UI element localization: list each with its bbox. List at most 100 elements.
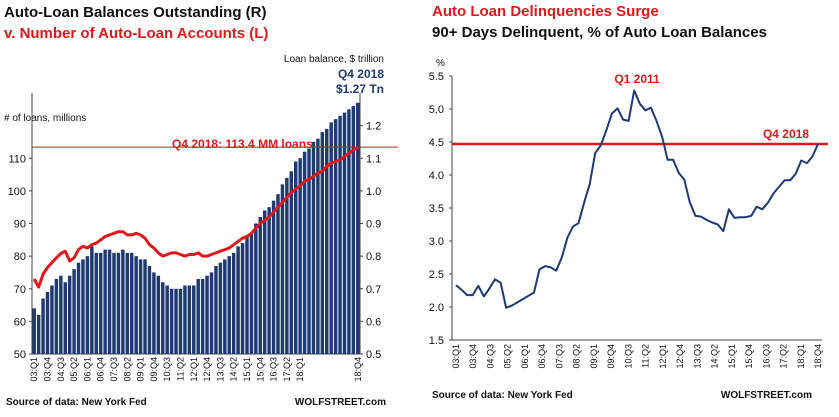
right-x-tick-label: 05:Q2 (503, 344, 513, 369)
left-x-tick-label: 15:Q1 (242, 357, 252, 382)
left-x-tick-label: 03:Q4 (43, 357, 53, 382)
balance-bar (32, 308, 36, 354)
left-x-tick-label: 10:Q3 (162, 357, 172, 382)
balance-bar (351, 106, 356, 354)
balance-bar (245, 236, 249, 354)
balance-bar (205, 275, 209, 354)
balance-bar (329, 122, 333, 354)
balance-bar (121, 249, 125, 354)
right-tick-label: 0.8 (366, 251, 381, 263)
balance-bar (267, 207, 271, 354)
balance-bar (209, 272, 214, 354)
left-watermark: WOLFSTREET.com (295, 397, 386, 408)
left-x-tick-label: 11:Q2 (175, 357, 185, 381)
left-tick-label: 80 (14, 251, 26, 263)
left-chart-subtitle: v. Number of Auto-Loan Accounts (L) (4, 25, 268, 42)
balance-bar (227, 256, 231, 354)
left-tick-label: 100 (8, 186, 26, 198)
right-chart-tick-label: 5.0 (429, 104, 444, 116)
reference-line-label: Q4 2018: 113.4 MM loans (172, 137, 313, 151)
left-x-tick-label: 08:Q2 (122, 357, 132, 382)
right-x-tick-label: 15:Q4 (744, 344, 754, 369)
balance-bar (156, 275, 161, 354)
balance-bar (285, 177, 289, 354)
balance-bar (240, 243, 245, 354)
left-tick-label: 50 (14, 349, 26, 361)
left-tick-label: 90 (14, 219, 26, 231)
right-tick-label: 0.5 (366, 349, 381, 361)
balance-bar (125, 252, 130, 354)
balance-bar (289, 171, 294, 354)
balance-bar (67, 275, 72, 354)
left-plot-area: 50 60 70 80 90 100 110 0.5 0.6 0.7 0.8 0.9 1.0 1.1 1.2… (8, 93, 398, 382)
balance-bar (134, 256, 138, 354)
right-chart-tick-label: 1.5 (429, 335, 444, 347)
right-x-tick-label: 10:Q3 (623, 344, 633, 369)
right-tick-label: 0.9 (366, 219, 381, 231)
delinquency-line (455, 89, 819, 309)
balance-bar (254, 223, 258, 354)
right-chart-tick-label: 3.0 (429, 236, 444, 248)
balance-bar (196, 278, 200, 354)
right-x-tick-label: 13:Q3 (692, 344, 702, 369)
balance-bar (41, 298, 45, 354)
right-chart-tick-label: 4.5 (429, 137, 444, 149)
peak-label: Q1 2011 (614, 72, 660, 86)
balance-bar (316, 138, 320, 354)
left-x-tick-label: 06:Q1 (82, 357, 92, 382)
balance-bar (192, 285, 196, 354)
right-tick-label: 1.2 (366, 121, 381, 133)
left-x-tick-label: 18:Q4 (353, 357, 363, 382)
balance-bar (183, 285, 187, 354)
left-x-tick-label: 04:Q3 (56, 357, 66, 382)
balance-bar (325, 128, 329, 354)
right-x-tick-label: 14:Q2 (710, 344, 720, 369)
right-chart-title: Auto Loan Delinquencies Surge (432, 3, 659, 20)
balance-bar (85, 256, 90, 354)
left-x-tick-label: 12:Q1 (189, 357, 199, 382)
balance-bar (338, 115, 342, 355)
right-chart-tick-label: 3.5 (429, 203, 444, 215)
right-x-tick-label: 06:Q1 (520, 344, 530, 369)
balance-bar (223, 259, 227, 354)
balance-callout-period: Q4 2018 (338, 67, 384, 81)
right-x-tick-label: 03:Q1 (451, 344, 461, 369)
right-watermark: WOLFSTREET.com (721, 390, 812, 401)
balance-bar (302, 151, 307, 354)
balance-callout-value: $1.27 Tn (336, 82, 384, 96)
balance-bar (271, 200, 276, 354)
balance-bar (147, 265, 152, 354)
left-tick-label: 60 (14, 316, 26, 328)
balance-bar (152, 272, 156, 354)
right-chart-tick-label: 2.5 (429, 269, 444, 281)
right-x-tick-label: 08:Q2 (572, 344, 582, 369)
balance-bar (276, 194, 280, 354)
right-x-tick-label: 16:Q3 (761, 344, 771, 369)
balance-bar (72, 269, 76, 354)
right-x-tick-label: 07:Q3 (554, 344, 564, 369)
right-y-unit: % (436, 58, 445, 69)
balance-bar (59, 275, 63, 354)
left-x-tick-label: 05:Q2 (69, 357, 79, 382)
right-plot-area: 1.5 2.0 2.5 3.0 3.5 4.0 4.5 5.0 5.5 03:Q1 03:Q4 04:… (429, 71, 828, 369)
left-x-tick-label: 17:Q2 (282, 357, 292, 382)
balance-bar (249, 233, 254, 354)
left-x-tick-label: 12:Q4 (202, 357, 212, 382)
right-axis-label: Loan balance, $ trillion (284, 54, 384, 65)
balance-bar (178, 288, 183, 354)
balance-bar (294, 161, 298, 354)
left-x-tick-label: 13:Q3 (215, 357, 225, 382)
end-label: Q4 2018 (763, 127, 809, 141)
left-source: Source of data: New York Fed (6, 397, 147, 408)
balance-bar (342, 112, 347, 354)
right-chart-tick-label: 5.5 (429, 71, 444, 83)
balance-bar (103, 249, 107, 354)
balance-bar (307, 148, 311, 354)
right-source: Source of data: New York Fed (432, 390, 573, 401)
balance-bar (169, 288, 174, 354)
right-x-tick-label: 12:Q1 (658, 344, 668, 369)
balance-bar (333, 119, 338, 354)
balance-bar (116, 252, 121, 354)
